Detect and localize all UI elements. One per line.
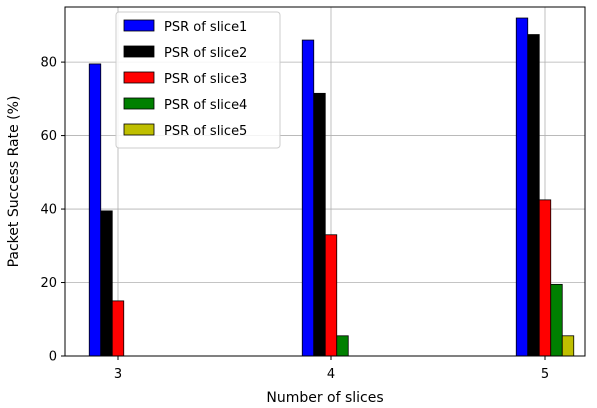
legend-swatch bbox=[123, 97, 155, 110]
legend-label: PSR of slice1 bbox=[164, 20, 247, 35]
axis-ticks: 0 20 40 60 80 3 4 5 bbox=[40, 56, 549, 382]
legend: PSR of slice1 PSR of slice2 PSR of slice3 P… bbox=[115, 11, 281, 149]
legend-swatch bbox=[123, 19, 155, 32]
legend-label: PSR of slice3 bbox=[164, 72, 247, 87]
legend-box bbox=[115, 11, 281, 149]
y-tick-label: 40 bbox=[40, 203, 57, 218]
bar-slice4-cat4 bbox=[336, 335, 349, 357]
bar-slice3-cat3 bbox=[111, 300, 125, 357]
x-axis-label: Number of slices bbox=[266, 390, 383, 406]
y-tick-label: 0 bbox=[49, 350, 57, 365]
y-tick-label: 20 bbox=[40, 276, 57, 291]
y-tick-label: 60 bbox=[40, 129, 57, 144]
y-axis-label: Packet Success Rate (%) bbox=[6, 96, 22, 268]
y-tick-label: 80 bbox=[40, 56, 57, 71]
bar-slice3-cat4 bbox=[324, 234, 338, 357]
bar-slice2-cat4 bbox=[313, 92, 326, 357]
bar-slice4-cat5 bbox=[550, 283, 563, 357]
legend-label: PSR of slice5 bbox=[164, 124, 247, 139]
plot-frame bbox=[64, 6, 586, 357]
x-tick-label: 4 bbox=[327, 367, 335, 382]
bar-slice3-cat5 bbox=[538, 199, 552, 357]
legend-label: PSR of slice4 bbox=[164, 98, 247, 113]
legend-swatch bbox=[123, 45, 155, 58]
x-tick-label: 5 bbox=[541, 367, 549, 382]
legend-swatch bbox=[123, 123, 155, 136]
bar-slice2-cat3 bbox=[100, 210, 113, 357]
bar-slice1-cat4 bbox=[301, 39, 315, 357]
bar-slice1-cat5 bbox=[515, 17, 529, 357]
x-tick-label: 3 bbox=[114, 367, 122, 382]
bar-slice2-cat5 bbox=[527, 34, 540, 357]
legend-label: PSR of slice2 bbox=[164, 46, 247, 61]
legend-swatch bbox=[123, 71, 155, 84]
bar-slice1-cat3 bbox=[88, 63, 102, 357]
bar-slice5-cat5 bbox=[561, 335, 575, 357]
